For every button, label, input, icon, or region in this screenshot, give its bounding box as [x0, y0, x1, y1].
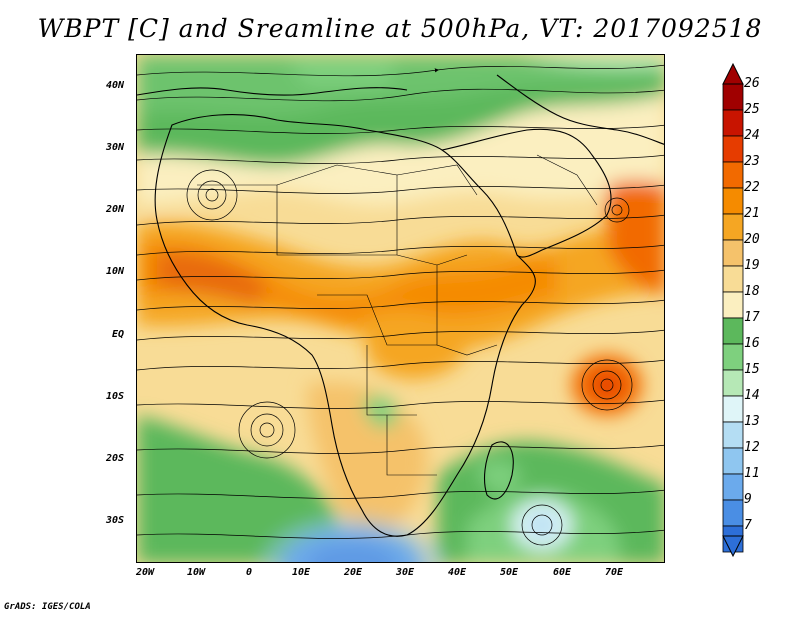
- lon-label-20w: 20W: [136, 567, 155, 578]
- lat-label-10s: 10S: [106, 391, 125, 402]
- streamlines: [137, 64, 664, 546]
- lon-label-0: 0: [246, 567, 253, 578]
- colorbar-cell: [722, 291, 744, 319]
- lon-label-50e: 50E: [500, 567, 519, 578]
- colorbar-cell: [722, 499, 744, 527]
- colorbar-label-17: 17: [744, 310, 760, 325]
- colorbar-cell: [722, 135, 744, 163]
- colorbar-label-15: 15: [744, 362, 760, 377]
- colorbar: [722, 62, 744, 558]
- colorbar-label-23: 23: [744, 154, 760, 169]
- colorbar-label-20: 20: [744, 232, 760, 247]
- colorbar-label-13: 13: [744, 414, 760, 429]
- lat-label-20n: 20N: [106, 204, 125, 215]
- colorbar-cell: [722, 265, 744, 293]
- colorbar-label-9: 9: [744, 492, 752, 507]
- colorbar-bottom-arrow: [722, 535, 744, 558]
- lon-label-10e: 10E: [292, 567, 311, 578]
- lat-label-10n: 10N: [106, 266, 125, 277]
- colorbar-label-24: 24: [744, 128, 760, 143]
- colorbar-cell: [722, 421, 744, 449]
- lon-label-60e: 60E: [553, 567, 572, 578]
- colorbar-cell: [722, 447, 744, 475]
- colorbar-cell: [722, 395, 744, 423]
- colorbar-label-12: 12: [744, 440, 760, 455]
- colorbar-label-16: 16: [744, 336, 760, 351]
- footer-credit: GrADS: IGES/COLA: [4, 602, 91, 612]
- lon-label-70e: 70E: [605, 567, 624, 578]
- colorbar-cell: [722, 473, 744, 501]
- colorbar-top-arrow: [722, 62, 744, 85]
- map-panel: [136, 54, 665, 563]
- colorbar-label-25: 25: [744, 102, 760, 117]
- lon-label-30e: 30E: [396, 567, 415, 578]
- lat-label-eq: EQ: [112, 329, 125, 340]
- colorbar-cell: [722, 213, 744, 241]
- colorbar-cell: [722, 109, 744, 137]
- colorbar-label-18: 18: [744, 284, 760, 299]
- lat-label-20s: 20S: [106, 453, 125, 464]
- colorbar-label-14: 14: [744, 388, 760, 403]
- wbpt-field: [137, 55, 664, 562]
- lon-label-10w: 10W: [187, 567, 206, 578]
- colorbar-label-22: 22: [744, 180, 760, 195]
- colorbar-cell: [722, 83, 744, 111]
- lat-label-30s: 30S: [106, 515, 125, 526]
- colorbar-cell: [722, 161, 744, 189]
- colorbar-label-7: 7: [744, 518, 752, 533]
- map-graphic: [137, 55, 664, 562]
- lat-label-30n: 30N: [106, 142, 125, 153]
- colorbar-cell: [722, 187, 744, 215]
- colorbar-cell: [722, 239, 744, 267]
- lon-label-40e: 40E: [448, 567, 467, 578]
- colorbar-cell: [722, 317, 744, 345]
- lon-label-20e: 20E: [344, 567, 363, 578]
- country-borders: [197, 154, 598, 476]
- colorbar-label-26: 26: [744, 76, 760, 91]
- lat-label-40n: 40N: [106, 80, 125, 91]
- colorbar-cell: [722, 369, 744, 397]
- colorbar-label-11: 11: [744, 466, 760, 481]
- coastlines: [137, 74, 664, 537]
- colorbar-cells: [722, 83, 744, 553]
- colorbar-label-21: 21: [744, 206, 760, 221]
- chart-title: WBPT [C] and Sreamline at 500hPa, VT: 20…: [37, 14, 763, 43]
- colorbar-label-19: 19: [744, 258, 760, 273]
- colorbar-cell: [722, 343, 744, 371]
